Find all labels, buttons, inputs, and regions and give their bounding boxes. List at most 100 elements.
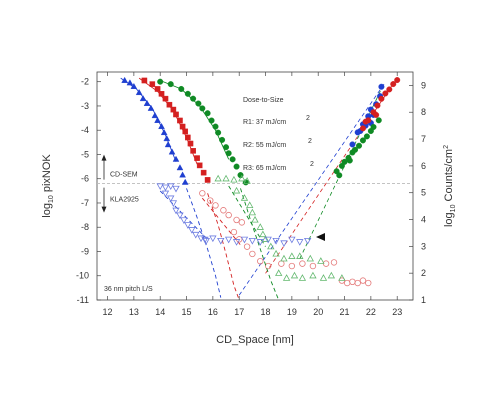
x-tick-label: 22 (366, 307, 376, 317)
y-tick-label: -7 (81, 198, 89, 208)
kla-point-2 (296, 252, 304, 259)
counts-point-1 (394, 77, 401, 84)
sem-point-0 (121, 76, 128, 83)
counts-point-0 (349, 141, 356, 148)
y2-tick-label: 3 (421, 241, 426, 251)
kla-point-2 (272, 249, 280, 257)
kla-point-0 (172, 207, 180, 215)
kla-point-1 (207, 197, 214, 204)
counts-point-1 (359, 125, 366, 132)
kla-fit-line-0 (159, 190, 208, 240)
sem-point-2 (229, 156, 236, 163)
kla-point-1 (343, 279, 351, 287)
kla-point-2 (280, 254, 288, 262)
x-tick-label: 18 (261, 307, 271, 317)
kla-point-0 (167, 195, 175, 203)
legend-entry: R3: 65 mJ/cm (243, 165, 286, 172)
sem-point-2 (233, 163, 240, 170)
kla-point-blue-plateau (201, 236, 209, 244)
threshold-arrow-up-head (101, 154, 107, 161)
kla-point-0 (192, 231, 200, 239)
legend-entry: R2: 55 mJ/cm (243, 142, 286, 149)
x-tick-label: 19 (287, 307, 297, 317)
kla-point-blue-plateau (217, 237, 225, 245)
kla-point-2 (327, 271, 336, 279)
kla-point-2 (317, 257, 325, 264)
threshold-arrow-down-head (101, 206, 107, 213)
legend-entry: R1: 37 mJ/cm (243, 119, 286, 126)
x-tick-label: 13 (129, 307, 139, 317)
sem-point-2 (184, 90, 191, 97)
x-tick-label: 20 (313, 307, 323, 317)
sem-point-1 (154, 86, 161, 92)
kla-fit-line-2 (228, 185, 266, 247)
sem-point-2 (215, 129, 222, 136)
x-axis-label: CD_Space [nm] (216, 334, 294, 346)
legend-title: Dose-to-Size (243, 97, 284, 104)
sem-point-2 (212, 123, 219, 130)
kla-point-0 (176, 212, 184, 220)
kla-point-2 (238, 174, 246, 182)
kla-point-1 (199, 190, 206, 197)
sem-point-1 (158, 91, 165, 97)
plot-frame (96, 71, 414, 301)
kla-point-1 (299, 260, 306, 267)
label-kla2925: KLA2925 (110, 197, 139, 204)
sem-point-1 (204, 177, 211, 183)
counts-point-2 (370, 123, 377, 130)
kla-point-1 (238, 219, 246, 226)
kla-point-blue-plateau (272, 237, 280, 245)
kla-point-0 (180, 217, 188, 224)
sem-point-2 (199, 105, 206, 112)
y2-axis-label: log10 Counts/cm2 (443, 145, 457, 227)
kla-point-blue-plateau (288, 236, 296, 244)
sem-point-0 (147, 104, 155, 111)
sem-point-0 (126, 79, 134, 86)
y2-tick-label: 9 (421, 80, 426, 90)
kla-point-2 (232, 186, 241, 194)
kla-point-blue-plateau (248, 237, 257, 245)
kla-point-2 (251, 215, 259, 223)
sem-point-0 (143, 99, 151, 106)
kla-point-2 (240, 194, 249, 201)
kla-point-0 (202, 237, 210, 245)
kla-point-2 (282, 274, 291, 281)
x-tick-label: 21 (340, 307, 350, 317)
kla-point-2 (259, 230, 267, 238)
annotation-pitch: 36 nm pitch L/S (104, 286, 153, 293)
kla-point-blue-plateau (264, 236, 272, 244)
kla-point-blue-plateau (209, 235, 217, 243)
kla-point-blue-plateau (224, 236, 233, 244)
sem-point-1 (196, 162, 203, 169)
x-tick-label: 14 (155, 307, 165, 317)
y-tick-label: -11 (77, 295, 89, 305)
y2-tick-label: 8 (421, 107, 426, 117)
pointer-arrowhead (316, 233, 325, 241)
kla-point-1 (359, 277, 367, 284)
y-tick-label: -4 (81, 125, 89, 135)
kla-point-blue-plateau (280, 240, 288, 248)
sem-point-0 (135, 89, 143, 96)
x-tick-label: 23 (392, 307, 402, 317)
kla-point-2 (275, 269, 283, 276)
fit-line-dashed-0 (186, 188, 222, 298)
sem-point-2 (195, 100, 202, 107)
counts-point-1 (386, 86, 393, 93)
kla-point-2 (267, 242, 275, 250)
sem-point-1 (179, 123, 186, 130)
sem-point-1 (194, 155, 200, 161)
kla-point-1 (349, 278, 356, 286)
y-tick-label: -6 (81, 174, 89, 184)
kla-point-2 (290, 271, 299, 279)
kla-point-2 (309, 271, 317, 279)
kla-point-0 (156, 183, 164, 191)
kla-point-1 (330, 259, 338, 266)
counts-point-2 (336, 172, 343, 179)
fit-line-solid-0 (120, 77, 177, 162)
kla-point-1 (365, 279, 372, 287)
kla-point-2 (246, 201, 254, 209)
kla-point-1 (230, 228, 238, 236)
sem-point-2 (157, 78, 164, 85)
sem-point-2 (225, 150, 232, 157)
kla-point-2 (306, 254, 314, 262)
